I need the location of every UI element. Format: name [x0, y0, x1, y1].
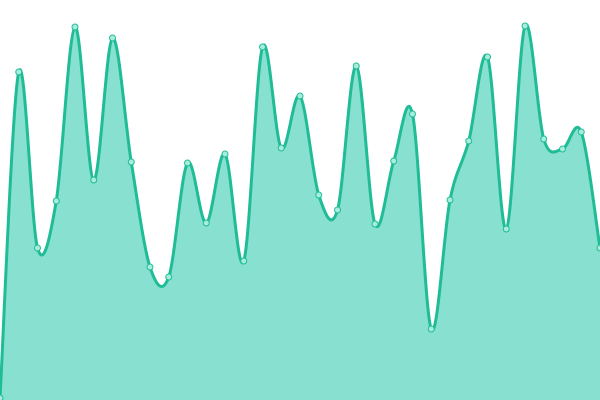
- data-point-17: [315, 191, 323, 199]
- data-point-28: [521, 22, 529, 30]
- data-point-16: [296, 92, 304, 100]
- data-point-13: [240, 257, 248, 265]
- area-fill: [0, 24, 600, 400]
- data-point-14: [259, 43, 266, 51]
- data-point-18: [334, 206, 341, 214]
- data-point-4: [71, 23, 79, 31]
- data-point-1: [15, 68, 23, 76]
- data-point-12: [221, 150, 229, 158]
- data-point-2: [34, 244, 41, 252]
- data-point-21: [390, 157, 398, 165]
- data-points: [0, 22, 600, 400]
- data-point-9: [165, 273, 173, 281]
- data-point-6: [109, 34, 116, 42]
- data-point-25: [465, 137, 473, 145]
- data-point-0: [0, 394, 4, 400]
- data-point-8: [146, 263, 154, 271]
- data-point-26: [484, 53, 491, 61]
- data-point-3: [52, 197, 60, 205]
- data-point-11: [202, 219, 210, 227]
- data-point-32: [596, 244, 600, 252]
- data-point-29: [540, 135, 548, 143]
- data-point-31: [577, 128, 585, 136]
- data-point-30: [559, 145, 566, 153]
- data-point-27: [502, 225, 510, 233]
- data-point-7: [127, 158, 135, 166]
- data-point-5: [90, 176, 98, 184]
- data-point-22: [409, 110, 416, 118]
- series-line: [0, 23, 600, 399]
- data-point-23: [427, 325, 435, 333]
- data-point-24: [446, 196, 454, 204]
- data-point-10: [184, 159, 191, 167]
- data-point-19: [352, 62, 360, 70]
- data-point-20: [371, 220, 379, 228]
- data-point-15: [277, 144, 285, 152]
